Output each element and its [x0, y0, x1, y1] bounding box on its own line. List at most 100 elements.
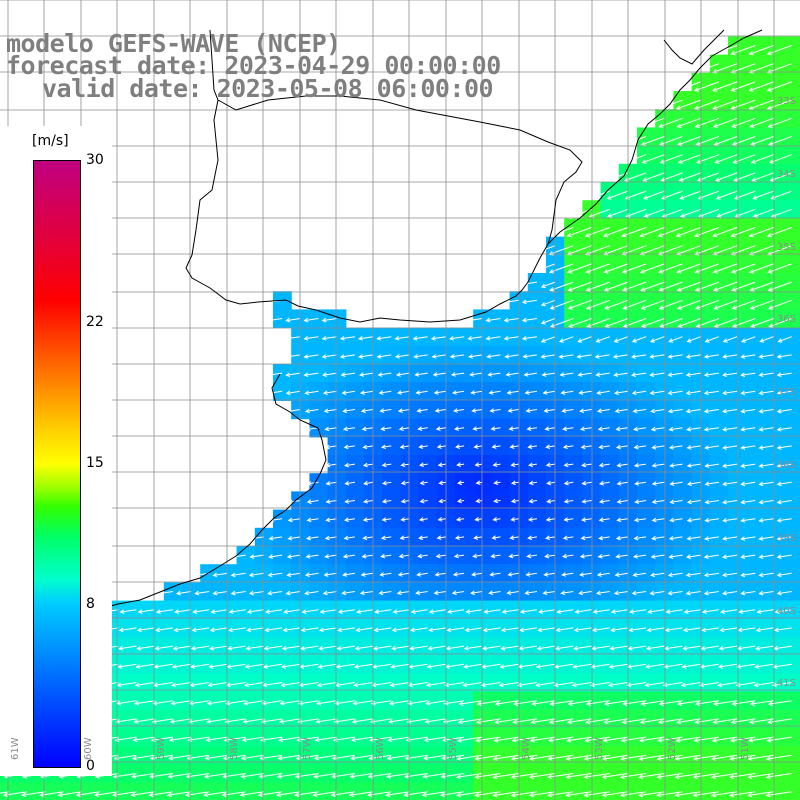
wind-arrow — [526, 553, 537, 559]
wind-speed-cell — [746, 764, 765, 784]
wind-speed-cell — [254, 673, 274, 693]
wind-speed-cell — [418, 382, 438, 401]
wind-speed-cell — [564, 764, 583, 784]
wind-speed-cell — [254, 655, 274, 674]
wind-arrow — [685, 354, 701, 359]
wind-speed-cell — [728, 709, 747, 729]
wind-arrow — [722, 408, 738, 414]
wind-arrow — [752, 208, 774, 218]
wind-speed-cell — [491, 764, 511, 784]
wind-speed-cell — [200, 582, 219, 602]
wind-speed-cell — [291, 655, 310, 674]
wind-speed-cell — [418, 418, 438, 438]
wind-speed-cell — [491, 455, 511, 474]
wind-arrow — [472, 426, 483, 431]
wind-arrow — [694, 718, 719, 725]
wind-arrow — [676, 718, 701, 725]
wind-arrow — [563, 499, 574, 504]
wind-arrow — [449, 354, 465, 359]
wind-speed-cell — [673, 600, 693, 620]
wind-arrow — [474, 754, 501, 761]
wind-arrow — [749, 281, 774, 292]
wind-speed-cell — [345, 527, 365, 547]
wind-arrow — [449, 336, 465, 341]
wind-arrow — [703, 590, 719, 596]
wind-speed-cell — [182, 637, 201, 656]
wind-arrow — [656, 773, 683, 780]
longitude-label: 55W — [448, 737, 459, 760]
wind-speed-cell — [382, 618, 401, 638]
wind-arrow — [597, 554, 610, 559]
wind-arrow — [628, 627, 647, 633]
wind-arrow — [622, 136, 647, 146]
forecast-date: forecast date: 2023-04-29 00:00:00 — [6, 51, 501, 80]
wind-arrow — [603, 281, 629, 292]
wind-arrow — [656, 791, 683, 798]
wind-arrow — [303, 317, 319, 323]
wind-arrow — [650, 336, 665, 343]
wind-speed-cell — [546, 455, 565, 474]
wind-speed-cell — [382, 418, 401, 438]
wind-speed-cell — [127, 655, 147, 674]
wind-arrow — [692, 754, 719, 761]
wind-arrow — [470, 590, 483, 596]
wind-speed-cell — [400, 400, 420, 420]
wind-arrow — [280, 682, 301, 688]
wind-speed-cell — [455, 582, 474, 602]
wind-speed-cell — [600, 436, 620, 456]
wind-arrow — [314, 736, 337, 743]
wind-arrow — [155, 627, 173, 633]
wind-speed-cell — [546, 691, 565, 711]
wind-speed-cell — [127, 618, 147, 638]
wind-arrow — [486, 354, 501, 359]
wind-arrow — [740, 554, 756, 560]
wind-arrow — [243, 700, 264, 706]
wind-arrow — [471, 572, 483, 577]
wind-speed-cell — [182, 764, 201, 784]
wind-speed-cell — [327, 436, 347, 456]
wind-speed-cell — [527, 764, 547, 784]
wind-arrow — [634, 481, 647, 486]
wind-arrow — [598, 499, 610, 504]
wind-arrow — [437, 462, 446, 468]
wind-arrow — [418, 535, 428, 541]
wind-arrow — [286, 572, 301, 578]
wind-speed-cell — [327, 764, 347, 784]
wind-speed-cell — [473, 618, 492, 638]
wind-speed-cell — [382, 473, 401, 492]
wind-speed-cell — [18, 782, 37, 800]
wind-arrow — [278, 736, 301, 743]
wind-speed-cell — [400, 600, 420, 620]
wind-speed-cell — [564, 691, 583, 711]
wind-arrow — [768, 299, 792, 310]
wind-arrow — [682, 627, 701, 633]
wind-speed-cell — [527, 618, 547, 638]
wind-speed-cell — [327, 527, 347, 547]
wind-speed-cell — [109, 728, 128, 747]
wind-speed-cell — [546, 582, 565, 602]
wind-arrow — [248, 590, 264, 596]
wind-speed-cell — [709, 764, 729, 784]
wind-speed-cell — [345, 728, 365, 747]
wind-arrow — [206, 700, 228, 706]
longitude-label: 56W — [375, 737, 386, 760]
wind-speed-cell — [637, 655, 656, 674]
wind-arrow — [776, 427, 792, 432]
wind-arrow — [287, 517, 301, 523]
wind-speed-cell — [182, 673, 201, 693]
latitude-label: 37S — [776, 387, 796, 399]
wind-arrow — [578, 390, 592, 395]
wind-arrow — [560, 590, 574, 596]
wind-speed-cell — [673, 327, 693, 347]
wind-speed-cell — [600, 582, 620, 602]
wind-arrow — [710, 791, 738, 798]
wind-speed-cell — [546, 400, 565, 420]
wind-speed-cell — [345, 764, 365, 784]
wind-arrow — [722, 336, 738, 343]
wind-speed-cell — [218, 709, 238, 729]
wind-arrow — [716, 208, 738, 218]
wind-arrow — [658, 299, 683, 310]
wind-arrow — [548, 736, 574, 743]
wind-arrow — [516, 682, 537, 688]
wind-speed-cell — [327, 691, 347, 711]
